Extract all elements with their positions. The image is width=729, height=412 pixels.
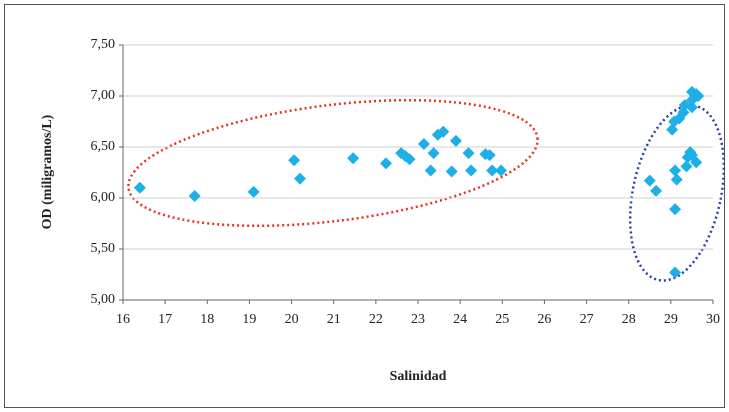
point (462, 147, 475, 160)
y-tick-label: 7,50 (91, 37, 116, 52)
point (288, 154, 301, 167)
point (424, 164, 437, 177)
x-tick-label: 16 (116, 312, 130, 327)
x-axis-title: Salinidad (390, 369, 447, 384)
cluster-outline (127, 98, 539, 228)
point (486, 164, 499, 177)
y-tick-label: 5,00 (91, 292, 116, 307)
point (427, 147, 440, 160)
point (188, 189, 201, 202)
point (669, 203, 682, 216)
x-tick-label: 25 (495, 312, 509, 327)
y-tick-label: 5,50 (91, 241, 116, 256)
point (403, 153, 416, 166)
x-tick-label: 26 (537, 312, 551, 327)
x-tick-label: 22 (369, 312, 383, 327)
point (465, 164, 478, 177)
x-tick-label: 24 (453, 312, 467, 327)
point (690, 156, 703, 169)
point (247, 185, 260, 198)
point (417, 137, 430, 150)
point (347, 152, 360, 165)
point (670, 173, 683, 186)
x-tick-label: 29 (664, 312, 678, 327)
point (437, 125, 450, 138)
x-tick-label: 17 (158, 312, 172, 327)
point (294, 172, 306, 185)
y-tick-label: 6,00 (91, 190, 116, 205)
chart-frame (4, 4, 725, 408)
point (692, 90, 705, 102)
x-tick-label: 21 (327, 312, 341, 327)
point (643, 174, 656, 187)
point (680, 160, 693, 173)
x-tick-label: 27 (580, 312, 594, 327)
x-tick-label: 20 (285, 312, 299, 327)
y-tick-label: 7,00 (91, 88, 116, 103)
point (133, 181, 146, 194)
point (669, 164, 682, 177)
x-tick-label: 18 (200, 312, 214, 327)
x-tick-label: 23 (411, 312, 425, 327)
point (669, 266, 682, 279)
point (666, 123, 679, 136)
point (650, 184, 663, 197)
x-tick-label: 28 (622, 312, 636, 327)
x-tick-label: 19 (242, 312, 256, 327)
x-tick-label: 30 (706, 312, 720, 327)
y-tick-label: 6,50 (91, 139, 116, 154)
point (445, 165, 458, 178)
point (379, 157, 392, 170)
y-axis-title: OD (miligramos/L) (40, 114, 55, 229)
point (495, 164, 508, 177)
point (483, 149, 496, 162)
point (449, 134, 462, 147)
point (685, 101, 698, 114)
